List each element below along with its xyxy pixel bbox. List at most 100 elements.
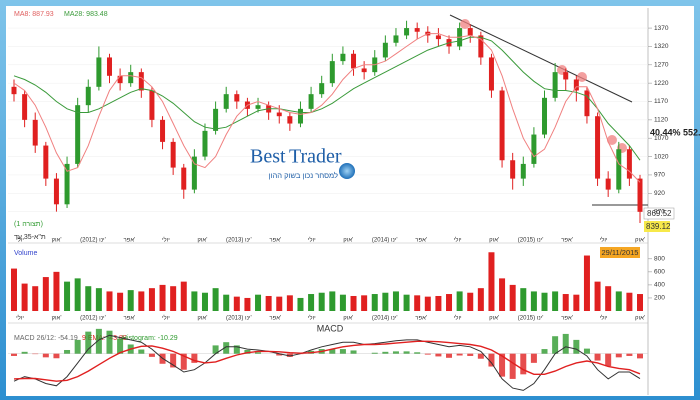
histogram-bar [148, 353, 155, 357]
volume-bar [552, 291, 559, 311]
volume-bar [233, 296, 240, 311]
macd-legend: MACD 26/12: -54.19 [14, 335, 78, 342]
volume-bar [191, 291, 198, 311]
x-tick-label: אפר' [415, 316, 427, 322]
histogram-bar [191, 353, 198, 363]
x-tick-label: (2013) ינו' [226, 316, 252, 322]
volume-bar [180, 281, 187, 311]
histogram-bar [626, 353, 633, 356]
volume-bar [509, 284, 516, 311]
candle-body [520, 163, 526, 179]
x-tick-label: יולי [162, 314, 170, 322]
macd-title: MACD [317, 323, 344, 333]
x-tick-label: יולי [308, 236, 316, 244]
volume-bar [637, 294, 643, 311]
volume-bar [615, 291, 622, 311]
volume-bar [127, 290, 134, 311]
volume-bar [414, 295, 421, 311]
candle-body [393, 35, 399, 43]
y-tick-label: 1120 [654, 117, 668, 124]
x-tick-label: יולי [600, 236, 608, 244]
histogram-bar [11, 353, 17, 356]
candle-body [160, 119, 166, 142]
volume-bar [308, 294, 315, 311]
y-tick-label: 1020 [654, 153, 669, 160]
volume-bar [286, 295, 293, 311]
histogram-bar [520, 353, 527, 375]
date-tag-box [600, 247, 640, 258]
chart-area [6, 6, 694, 396]
low-tag-box [644, 221, 670, 232]
ma8-legend: MA8: 887.93 [14, 11, 54, 18]
ma28-legend: MA28: 983.48 [64, 11, 108, 18]
histogram-bar [106, 330, 113, 354]
volume-bar [21, 283, 28, 311]
histogram-bar [499, 353, 506, 377]
volume-bar [456, 291, 463, 311]
volume-bar [297, 297, 304, 311]
volume-bar [148, 288, 155, 311]
x-tick-label: (2015) ינו' [518, 316, 544, 322]
histogram-bar [594, 353, 601, 361]
candle-body [223, 94, 229, 109]
x-tick-label: אוק' [51, 316, 61, 322]
candle-body [435, 35, 441, 40]
x-tick-label: (2014) ינו' [372, 238, 398, 244]
ma28-line [13, 36, 641, 161]
candle-body [181, 167, 187, 190]
histogram-bar [180, 353, 187, 370]
candle-body [213, 108, 219, 131]
volume-bar [594, 281, 601, 311]
histogram-bar [74, 339, 81, 354]
y-tick-label: 1270 [654, 62, 669, 69]
volume-bar [361, 295, 368, 311]
candle-body [552, 72, 558, 98]
volume-bar [605, 286, 612, 311]
candle-body [573, 79, 579, 91]
volume-bar [223, 294, 230, 311]
candle-body [319, 83, 325, 95]
volume-bar [541, 292, 548, 311]
histogram-bar [371, 352, 378, 354]
x-tick-label: אפר' [415, 238, 427, 244]
candle-body [329, 61, 335, 84]
x-tick-label: יולי [454, 314, 462, 322]
volume-bar [85, 286, 92, 311]
candle-body [106, 57, 112, 76]
x-tick-label: (2012) ינו' [80, 316, 106, 322]
histogram-bar [382, 351, 389, 354]
histogram-bar [339, 349, 346, 354]
y-tick-label: 400 [654, 282, 665, 289]
volume-bar [11, 268, 17, 311]
volume-bar [276, 296, 283, 311]
x-tick-label: אוק' [343, 238, 353, 244]
histogram-bar [435, 353, 442, 357]
candle-body [11, 86, 17, 95]
candle-body [96, 57, 102, 87]
candle-body [488, 57, 494, 91]
candle-body [563, 72, 569, 80]
x-tick-label: אפר' [124, 316, 136, 322]
x-tick-label: אפר' [269, 238, 281, 244]
volume-bar [488, 252, 495, 311]
x-tick-label: (2012) ינו' [80, 238, 106, 244]
candle-body [351, 53, 357, 69]
histogram-bar [530, 353, 537, 363]
histogram-bar [212, 345, 219, 354]
logo-globe [339, 163, 355, 179]
histogram-bar [541, 349, 548, 354]
histogram-bar [403, 351, 410, 354]
x-tick-label: אפר' [561, 316, 573, 322]
x-tick-label: אוק' [635, 238, 645, 244]
volume-bar [573, 294, 580, 311]
y-tick-label: 200 [654, 295, 665, 302]
histogram-bar [350, 350, 357, 354]
candle-body [605, 178, 611, 190]
low-tag: 839.12 [646, 222, 671, 231]
candle-body [170, 141, 176, 168]
histogram-legend: Histogram: -10.29 [122, 335, 178, 342]
candle-body [255, 105, 261, 109]
volume-bar [212, 288, 219, 311]
candle-body [404, 28, 410, 36]
